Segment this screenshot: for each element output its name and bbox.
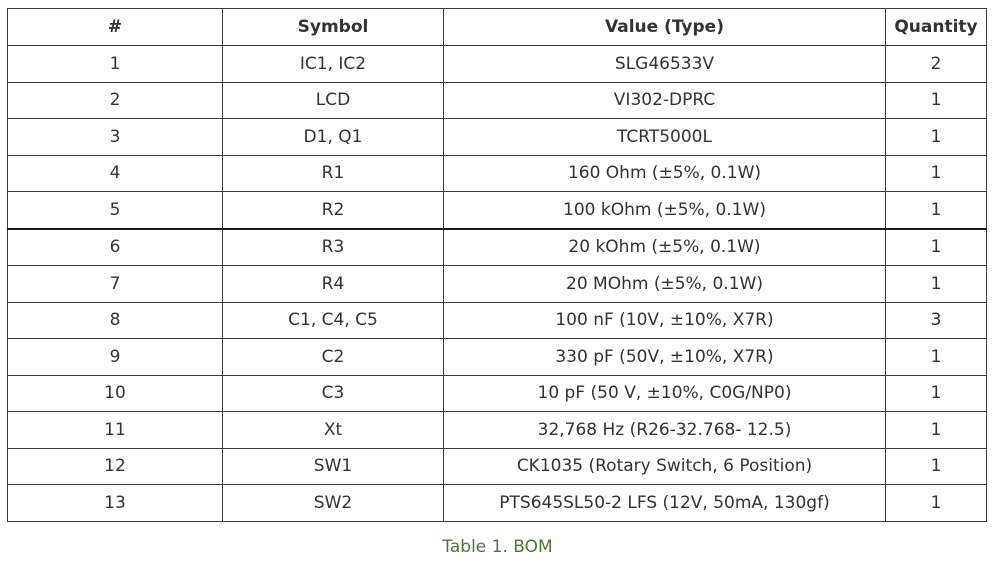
cell-value-type: 10 pF (50 V, ±10%, C0G/NP0) [443, 374, 886, 412]
cell-symbol: Xt [222, 411, 444, 449]
bom-table: # Symbol Value (Type) Quantity 1 IC1, IC2… [7, 8, 987, 522]
cell-symbol: R2 [222, 191, 444, 229]
cell-symbol: LCD [222, 81, 444, 119]
cell-symbol: D1, Q1 [222, 118, 444, 156]
cell-number: 7 [7, 265, 223, 303]
cell-number: 3 [7, 118, 223, 156]
cell-value-type: 32,768 Hz (R26-32.768- 12.5) [443, 411, 886, 449]
table-row: 4 R1 160 Ohm (±5%, 0.1W) 1 [7, 154, 987, 192]
cell-symbol: IC1, IC2 [222, 45, 444, 83]
cell-quantity: 1 [885, 484, 987, 522]
cell-symbol: SW2 [222, 484, 444, 522]
table-row: 5 R2 100 kOhm (±5%, 0.1W) 1 [7, 191, 987, 229]
cell-number: 12 [7, 447, 223, 485]
table-row: 11 Xt 32,768 Hz (R26-32.768- 12.5) 1 [7, 411, 987, 449]
column-header-quantity: Quantity [885, 8, 987, 46]
cell-quantity: 2 [885, 45, 987, 83]
cell-number: 8 [7, 301, 223, 339]
cell-number: 1 [7, 45, 223, 83]
cell-symbol: R1 [222, 154, 444, 192]
column-header-number: # [7, 8, 223, 46]
cell-value-type: 330 pF (50V, ±10%, X7R) [443, 338, 886, 376]
cell-symbol: R3 [222, 227, 444, 266]
cell-symbol: C2 [222, 338, 444, 376]
cell-value-type: SLG46533V [443, 45, 886, 83]
table-row: 10 C3 10 pF (50 V, ±10%, C0G/NP0) 1 [7, 374, 987, 412]
table-row: 2 LCD VI302-DPRC 1 [7, 81, 987, 119]
cell-quantity: 1 [885, 265, 987, 303]
cell-quantity: 1 [885, 447, 987, 485]
table-header-row: # Symbol Value (Type) Quantity [7, 8, 987, 46]
table-row: 8 C1, C4, C5 100 nF (10V, ±10%, X7R) 3 [7, 301, 987, 339]
table-body: 1 IC1, IC2 SLG46533V 2 2 LCD VI302-DPRC 1 3 D1, Q… [7, 45, 987, 522]
column-header-value-type: Value (Type) [443, 8, 886, 46]
cell-quantity: 1 [885, 118, 987, 156]
cell-quantity: 1 [885, 338, 987, 376]
cell-quantity: 1 [885, 81, 987, 119]
cell-value-type: 100 nF (10V, ±10%, X7R) [443, 301, 886, 339]
cell-value-type: CK1035 (Rotary Switch, 6 Position) [443, 447, 886, 485]
cell-quantity: 1 [885, 191, 987, 229]
cell-number: 13 [7, 484, 223, 522]
cell-number: 5 [7, 191, 223, 229]
cell-value-type: TCRT5000L [443, 118, 886, 156]
cell-number: 4 [7, 154, 223, 192]
cell-value-type: 20 kOhm (±5%, 0.1W) [443, 227, 886, 266]
table-row: 3 D1, Q1 TCRT5000L 1 [7, 118, 987, 156]
table-caption: Table 1. BOM [442, 537, 553, 557]
cell-quantity: 1 [885, 154, 987, 192]
cell-symbol: C1, C4, C5 [222, 301, 444, 339]
cell-number: 2 [7, 81, 223, 119]
cell-number: 9 [7, 338, 223, 376]
column-header-symbol: Symbol [222, 8, 444, 46]
cell-value-type: 20 MOhm (±5%, 0.1W) [443, 265, 886, 303]
table-row: 13 SW2 PTS645SL50-2 LFS (12V, 50mA, 130gf)… [7, 484, 987, 522]
cell-quantity: 3 [885, 301, 987, 339]
cell-value-type: PTS645SL50-2 LFS (12V, 50mA, 130gf) [443, 484, 886, 522]
cell-symbol: SW1 [222, 447, 444, 485]
table-row: 12 SW1 CK1035 (Rotary Switch, 6 Position) 1 [7, 447, 987, 485]
table-row: 6 R3 20 kOhm (±5%, 0.1W) 1 [7, 227, 987, 266]
cell-number: 10 [7, 374, 223, 412]
cell-number: 11 [7, 411, 223, 449]
cell-number: 6 [7, 227, 223, 266]
cell-value-type: 100 kOhm (±5%, 0.1W) [443, 191, 886, 229]
table-row: 7 R4 20 MOhm (±5%, 0.1W) 1 [7, 265, 987, 303]
cell-quantity: 1 [885, 227, 987, 266]
table-row: 1 IC1, IC2 SLG46533V 2 [7, 45, 987, 83]
table-row: 9 C2 330 pF (50V, ±10%, X7R) 1 [7, 338, 987, 376]
cell-value-type: VI302-DPRC [443, 81, 886, 119]
cell-symbol: R4 [222, 265, 444, 303]
cell-value-type: 160 Ohm (±5%, 0.1W) [443, 154, 886, 192]
cell-quantity: 1 [885, 411, 987, 449]
cell-symbol: C3 [222, 374, 444, 412]
cell-quantity: 1 [885, 374, 987, 412]
